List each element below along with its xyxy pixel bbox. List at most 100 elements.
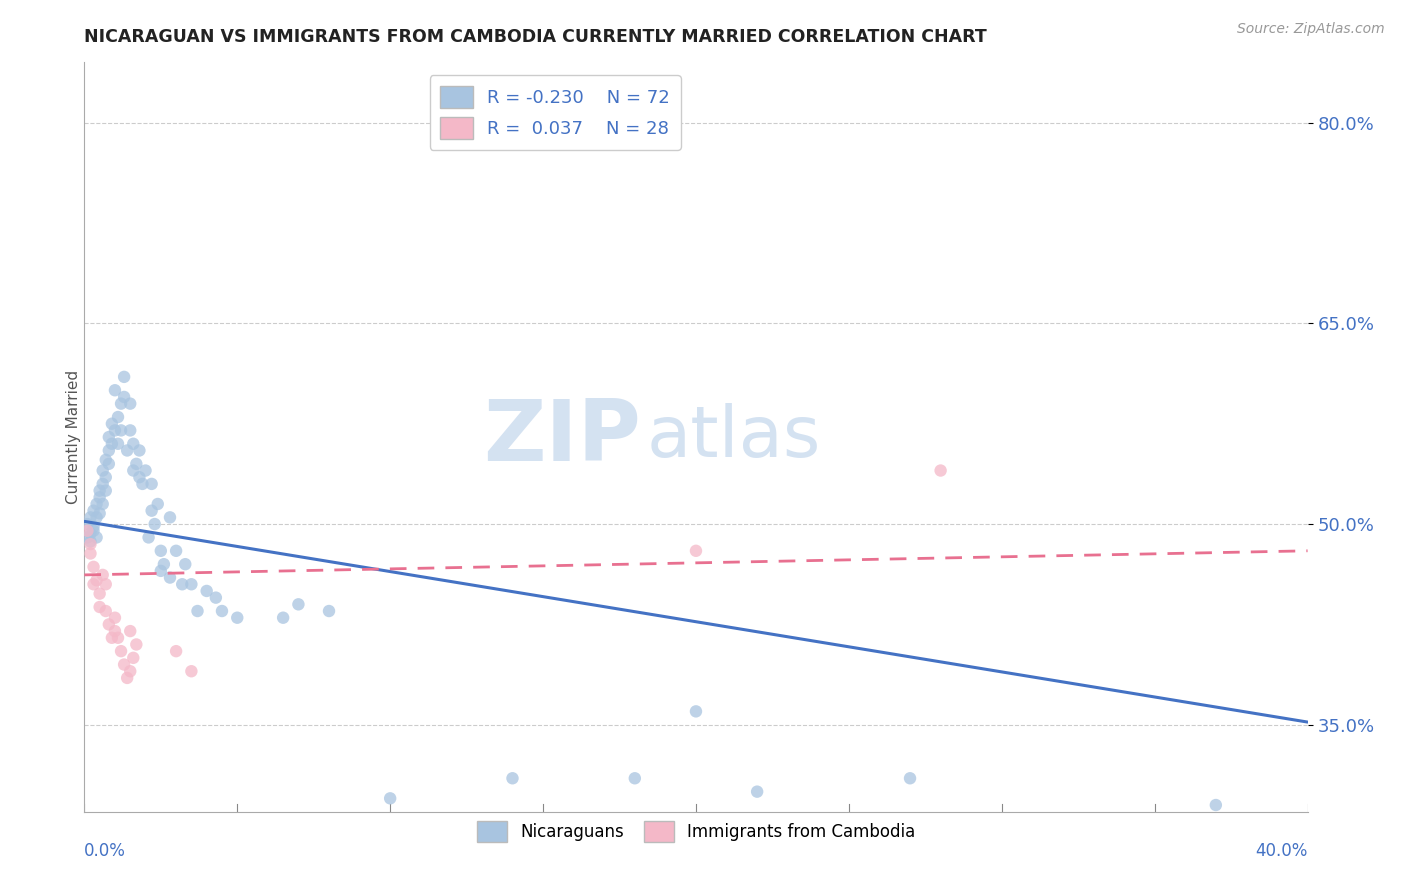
Point bbox=[94, 470, 117, 484]
Point bbox=[318, 604, 340, 618]
Point bbox=[115, 443, 138, 458]
Point bbox=[195, 584, 218, 599]
Point bbox=[76, 517, 98, 532]
Point bbox=[76, 524, 98, 538]
Point bbox=[89, 600, 111, 615]
Point bbox=[115, 671, 138, 685]
Point bbox=[83, 520, 105, 534]
Point bbox=[91, 477, 114, 491]
Point bbox=[89, 483, 111, 498]
Point bbox=[120, 424, 142, 438]
Point bbox=[380, 791, 402, 805]
Point bbox=[94, 604, 117, 618]
Point bbox=[159, 571, 181, 585]
Point bbox=[149, 544, 172, 558]
Point bbox=[135, 464, 157, 478]
Point bbox=[211, 604, 233, 618]
Point bbox=[502, 771, 524, 786]
Point bbox=[685, 705, 707, 719]
Point bbox=[125, 457, 148, 471]
Point bbox=[180, 577, 202, 591]
Point bbox=[159, 510, 181, 524]
Text: NICARAGUAN VS IMMIGRANTS FROM CAMBODIA CURRENTLY MARRIED CORRELATION CHART: NICARAGUAN VS IMMIGRANTS FROM CAMBODIA C… bbox=[84, 28, 987, 45]
Point bbox=[101, 631, 124, 645]
Point bbox=[86, 510, 108, 524]
Point bbox=[97, 457, 120, 471]
Point bbox=[86, 574, 108, 588]
Point bbox=[91, 464, 114, 478]
Point bbox=[83, 560, 105, 574]
Point bbox=[104, 611, 127, 625]
Point bbox=[120, 624, 142, 639]
Point bbox=[141, 503, 163, 517]
Point bbox=[122, 651, 145, 665]
Point bbox=[120, 664, 142, 679]
Point bbox=[143, 517, 166, 532]
Point bbox=[110, 644, 132, 658]
Point bbox=[165, 544, 187, 558]
Point bbox=[110, 397, 132, 411]
Point bbox=[86, 497, 108, 511]
Point bbox=[747, 785, 769, 799]
Point bbox=[107, 631, 129, 645]
Point bbox=[79, 526, 101, 541]
Text: Source: ZipAtlas.com: Source: ZipAtlas.com bbox=[1237, 22, 1385, 37]
Point bbox=[94, 483, 117, 498]
Point bbox=[112, 390, 135, 404]
Point bbox=[79, 546, 101, 561]
Point bbox=[104, 424, 127, 438]
Point bbox=[94, 453, 117, 467]
Point bbox=[110, 424, 132, 438]
Point bbox=[122, 464, 145, 478]
Point bbox=[128, 443, 150, 458]
Point bbox=[271, 611, 294, 625]
Point bbox=[89, 587, 111, 601]
Point bbox=[174, 557, 197, 572]
Point bbox=[125, 638, 148, 652]
Point bbox=[91, 568, 114, 582]
Point bbox=[86, 530, 108, 544]
Point bbox=[89, 491, 111, 505]
Point bbox=[94, 577, 117, 591]
Point bbox=[79, 537, 101, 551]
Point bbox=[104, 624, 127, 639]
Point bbox=[128, 470, 150, 484]
Point bbox=[101, 417, 124, 431]
Point bbox=[104, 384, 127, 398]
Point bbox=[83, 524, 105, 538]
Point bbox=[186, 604, 208, 618]
Point bbox=[287, 598, 309, 612]
Point bbox=[141, 477, 163, 491]
Point bbox=[898, 771, 921, 786]
Point bbox=[97, 430, 120, 444]
Point bbox=[138, 530, 160, 544]
Point bbox=[1205, 798, 1227, 813]
Point bbox=[76, 530, 98, 544]
Y-axis label: Currently Married: Currently Married bbox=[66, 370, 80, 504]
Point bbox=[97, 617, 120, 632]
Point bbox=[120, 397, 142, 411]
Point bbox=[624, 771, 647, 786]
Point bbox=[172, 577, 194, 591]
Point bbox=[149, 564, 172, 578]
Point bbox=[107, 436, 129, 450]
Legend: Nicaraguans, Immigrants from Cambodia: Nicaraguans, Immigrants from Cambodia bbox=[470, 814, 922, 848]
Point bbox=[83, 503, 105, 517]
Text: 40.0%: 40.0% bbox=[1256, 842, 1308, 860]
Point bbox=[89, 507, 111, 521]
Point bbox=[122, 436, 145, 450]
Point bbox=[83, 577, 105, 591]
Point bbox=[205, 591, 228, 605]
Point bbox=[79, 510, 101, 524]
Text: ZIP: ZIP bbox=[484, 395, 641, 479]
Point bbox=[685, 544, 707, 558]
Point bbox=[180, 664, 202, 679]
Point bbox=[131, 477, 153, 491]
Point bbox=[112, 657, 135, 672]
Point bbox=[153, 557, 176, 572]
Text: atlas: atlas bbox=[647, 402, 821, 472]
Point bbox=[226, 611, 249, 625]
Point bbox=[112, 370, 135, 384]
Point bbox=[97, 443, 120, 458]
Point bbox=[929, 464, 952, 478]
